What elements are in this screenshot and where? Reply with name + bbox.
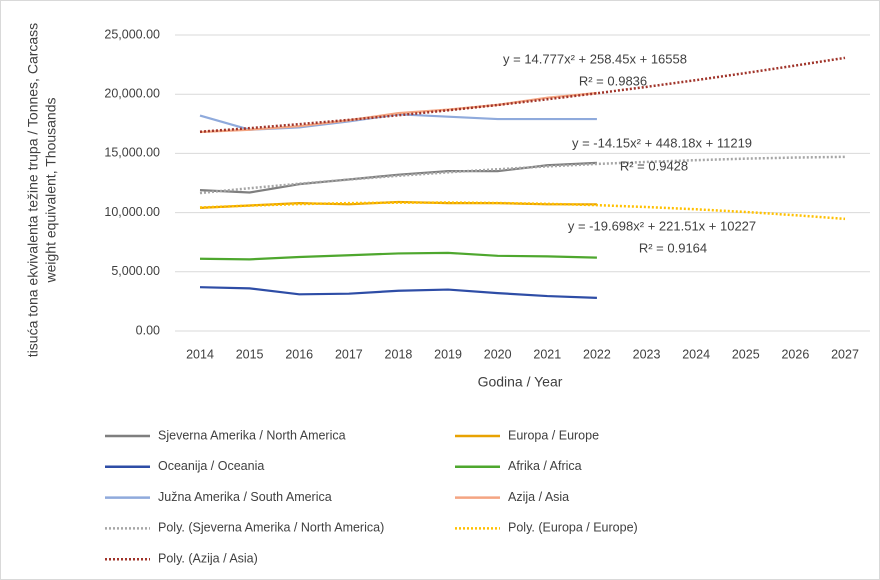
x-tick-label: 2024 — [682, 347, 710, 361]
trendline-equation: R² = 0.9836 — [579, 73, 647, 88]
legend-label: Azija / Asia — [508, 490, 569, 504]
x-tick-label: 2027 — [831, 347, 859, 361]
y-axis-title: tisuća tona ekvivalenta težine trupa / T… — [25, 23, 59, 357]
x-tick-label: 2018 — [385, 347, 413, 361]
y-axis-title-line: weight equivalent, Thousands — [43, 98, 59, 284]
y-axis-title-line: tisuća tona ekvivalenta težine trupa / T… — [25, 23, 41, 357]
x-axis-title: Godina / Year — [478, 374, 563, 390]
x-tick-label: 2014 — [186, 347, 214, 361]
x-tick-label: 2015 — [236, 347, 264, 361]
y-tick-label: 25,000.00 — [104, 27, 160, 41]
x-tick-label: 2017 — [335, 347, 363, 361]
x-tick-label: 2022 — [583, 347, 611, 361]
trendline-equation: y = -19.698x² + 221.51x + 10227 — [568, 218, 756, 233]
x-tick-label: 2019 — [434, 347, 462, 361]
legend-label: Južna Amerika / South America — [158, 490, 332, 504]
legend-label: Poly. (Azija / Asia) — [158, 551, 258, 565]
trendline-equation: y = -14.15x² + 448.18x + 11219 — [572, 135, 752, 150]
y-tick-label: 5,000.00 — [111, 264, 160, 278]
x-tick-label: 2023 — [633, 347, 661, 361]
legend-label: Poly. (Europa / Europe) — [508, 521, 638, 535]
series-line — [199, 201, 846, 221]
legend-label: Europa / Europe — [508, 428, 599, 442]
trendline-equation: y = 14.777x² + 258.45x + 16558 — [503, 51, 687, 66]
legend-label: Afrika / Africa — [508, 459, 582, 473]
series-line — [199, 161, 597, 194]
x-tick-label: 2020 — [484, 347, 512, 361]
trendline-equation: R² = 0.9164 — [639, 240, 707, 255]
series-line — [199, 200, 597, 209]
y-tick-label: 0.00 — [136, 323, 160, 337]
x-tick-label: 2016 — [285, 347, 313, 361]
y-tick-label: 10,000.00 — [104, 205, 160, 219]
trendline-equation: R² = 0.9428 — [620, 158, 688, 173]
y-tick-label: 20,000.00 — [104, 86, 160, 100]
series-line — [199, 286, 597, 299]
legend-label: Sjeverna Amerika / North America — [158, 428, 346, 442]
y-tick-label: 15,000.00 — [104, 146, 160, 160]
series-line — [199, 251, 597, 261]
x-tick-label: 2026 — [781, 347, 809, 361]
x-tick-label: 2025 — [732, 347, 760, 361]
x-tick-label: 2021 — [533, 347, 561, 361]
series-line — [199, 56, 846, 133]
legend-label: Oceanija / Oceania — [158, 459, 264, 473]
legend-label: Poly. (Sjeverna Amerika / North America) — [158, 521, 384, 535]
